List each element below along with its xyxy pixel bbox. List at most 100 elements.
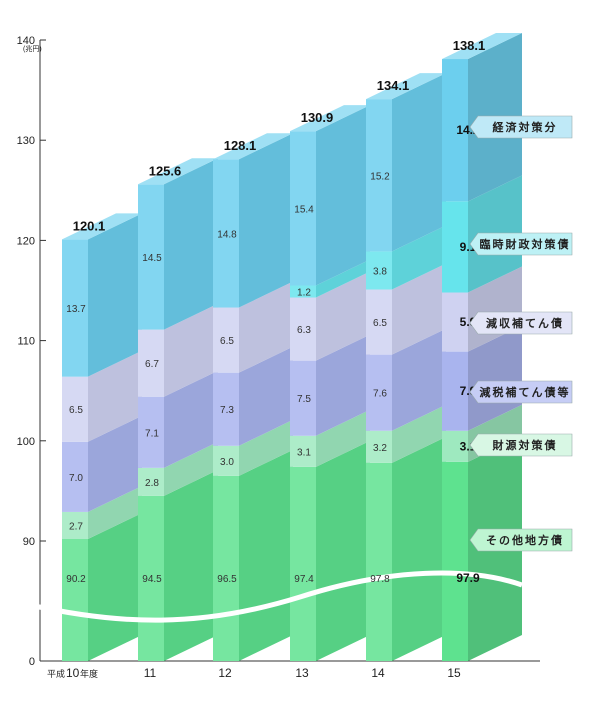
segment-value-label: 97.4	[294, 574, 314, 585]
segment-value-label: 6.7	[145, 359, 159, 370]
segment-value-label: 14.8	[217, 229, 237, 240]
total-label: 134.1	[377, 78, 410, 93]
bar-14	[366, 73, 446, 661]
bar-segment	[62, 239, 88, 377]
segment-value-label: 6.5	[220, 336, 234, 347]
bar-11	[138, 158, 218, 661]
legend-callout: 財源対策債	[469, 433, 573, 457]
bar-segment-side	[316, 440, 370, 661]
bar-segment-side	[316, 271, 370, 361]
bar-segment	[290, 435, 316, 467]
segment-value-label: 3.1	[297, 447, 311, 458]
bar-segment-side	[392, 225, 446, 290]
legend-callout: 減税補てん債等	[469, 380, 573, 404]
segment-value-label: 90.2	[66, 574, 86, 585]
bar-segment	[366, 99, 392, 252]
segment-value-label: 7.1	[145, 428, 159, 439]
bar-10	[62, 213, 142, 661]
segment-value-label: 97.9	[456, 571, 480, 585]
segment-value-label: 3.2	[373, 443, 387, 454]
bar-segment	[442, 430, 468, 462]
bar-top	[138, 158, 218, 185]
svg-text:経済対策分: 経済対策分	[493, 120, 558, 134]
total-label: 120.1	[73, 218, 106, 233]
x-label-prefix: 平成	[47, 668, 65, 679]
total-label: 138.1	[453, 38, 486, 53]
segment-value-label: 7.0	[69, 473, 83, 484]
bar-segment	[366, 462, 392, 661]
y-tick-label: 100	[17, 436, 35, 448]
bar-segment-side	[392, 436, 446, 661]
legend-callout: 減収補てん債	[469, 311, 573, 335]
bar-segment-side	[239, 419, 293, 476]
y-tick-label: 90	[23, 536, 35, 548]
segment-value-label: 14.5	[142, 253, 162, 264]
bar-segment	[62, 376, 88, 442]
bar-segment	[290, 360, 316, 436]
bar-segment-side	[239, 449, 293, 661]
bar-13	[290, 105, 370, 661]
bar-segment	[213, 307, 239, 373]
bar-segment-side	[316, 409, 370, 467]
bar-top	[62, 213, 142, 240]
segment-value-label: 13.7	[66, 304, 86, 315]
bar-segment	[290, 466, 316, 661]
x-label-suffix: 年度	[80, 668, 98, 679]
segment-value-label: 94.5	[142, 574, 162, 585]
x-tick-label: 10	[66, 666, 80, 680]
bar-segment	[213, 372, 239, 446]
bar-segment	[62, 538, 88, 661]
bar-top	[213, 133, 293, 160]
bar-segment	[442, 292, 468, 352]
bar-top	[366, 73, 446, 100]
svg-text:財源対策債: 財源対策債	[492, 438, 558, 452]
segment-value-label: 97.8	[370, 574, 390, 585]
bar-segment-side	[392, 404, 446, 463]
svg-text:臨時財政対策債: 臨時財政対策債	[480, 237, 571, 251]
bar-segment	[366, 289, 392, 355]
segment-value-label: 2.8	[145, 478, 159, 489]
legend-callout: 経済対策分	[469, 115, 573, 139]
bar-segment-side	[88, 415, 142, 512]
bar-segment	[62, 441, 88, 512]
bar-segment-side	[164, 441, 218, 496]
svg-text:減収補てん債: 減収補てん債	[486, 316, 564, 330]
y-tick-label: 140	[17, 35, 35, 47]
bar-segment	[366, 251, 392, 290]
bar-segment	[138, 329, 164, 397]
y-axis: 0 90 100 110 120 130 140(兆円)	[17, 35, 540, 668]
bar-segment	[366, 354, 392, 431]
x-tick-label: 13	[295, 666, 309, 680]
bar-12	[213, 133, 293, 661]
bar-segment-side	[392, 73, 446, 252]
total-label: 125.6	[149, 163, 182, 178]
bar-segment	[138, 467, 164, 496]
data-labels: 120.1 90.2 2.7 7.0 6.5 13.7 平成 10 年度 125.6 94.5 2.8…	[47, 38, 485, 680]
y-unit-label: (兆円)	[23, 44, 42, 53]
x-tick-label: 11	[144, 666, 157, 680]
segment-value-label: 96.5	[217, 574, 237, 585]
y-tick-label: 110	[17, 336, 35, 348]
bar-segment-side	[316, 334, 370, 436]
bar-segment	[442, 201, 468, 293]
segment-value-label: 3.0	[220, 457, 234, 468]
bar-segment	[290, 131, 316, 286]
bar-segment	[442, 461, 468, 661]
x-tick-label: 14	[371, 666, 385, 680]
bar-segment	[213, 445, 239, 476]
axis-break	[29, 570, 523, 623]
y-tick-label: 0	[29, 656, 35, 668]
bar-segment	[138, 396, 164, 468]
bar-segment-side	[239, 281, 293, 373]
segment-value-label: 15.4	[294, 204, 314, 215]
bar-segment-side	[164, 469, 218, 661]
y-tick-label: 120	[17, 235, 35, 247]
bar-segment	[366, 430, 392, 463]
bar-segment-side	[468, 325, 522, 431]
bar-segment	[138, 495, 164, 661]
bar-top	[442, 33, 522, 60]
svg-text:その他地方債: その他地方債	[486, 533, 564, 547]
y-tick-label: 130	[17, 135, 35, 147]
segment-value-label: 6.5	[373, 318, 387, 329]
bar-segment	[290, 285, 316, 298]
